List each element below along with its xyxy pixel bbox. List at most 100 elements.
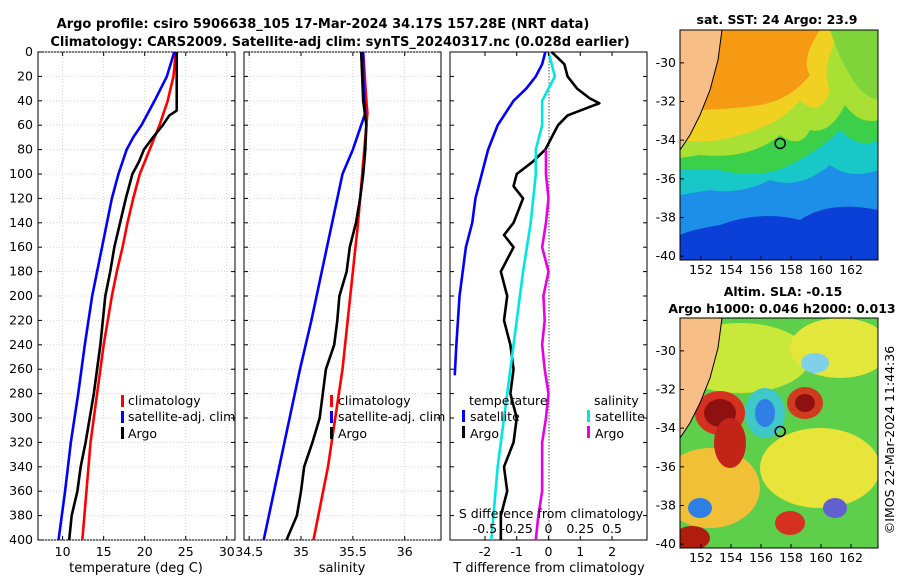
map-lat-label: -40	[656, 536, 676, 551]
depth-tick-label: 300	[9, 410, 33, 425]
x-tick-label: 34.5	[235, 544, 263, 559]
legend-label-s-satellite: satellite	[595, 409, 645, 424]
legend-swatch-climatology	[121, 395, 124, 407]
sla-map: Altim. SLA: -0.15 Argo h1000: 0.046 h200…	[656, 284, 896, 565]
x-tick-label: 10	[55, 544, 71, 559]
sla-map-title-2: Argo h1000: 0.046 h2000: 0.013	[668, 301, 895, 316]
x-tick-label: 20	[137, 544, 153, 559]
s-diff-tick-label: -0.5	[473, 521, 497, 536]
map-lat-label: -34	[656, 132, 676, 147]
depth-tick-label: 0	[25, 44, 33, 59]
x-tick-label: 2	[608, 544, 616, 559]
sst-map-title: sat. SST: 24 Argo: 23.9	[697, 12, 858, 27]
series-line-climatology	[312, 51, 369, 541]
map-lon-label: 152	[689, 550, 713, 565]
legend-label-t-satellite: satellite	[470, 409, 520, 424]
x-tick-label: -1	[510, 544, 522, 559]
map-lat-label: -40	[656, 248, 676, 263]
map-lat-label: -36	[656, 171, 676, 186]
legend-title-salinity: salinity	[594, 393, 639, 408]
credit-text: ©IMOS 22-Mar-2024 11:44:36	[882, 346, 897, 534]
legend-swatch-t-argo	[462, 426, 465, 438]
legend-label-climatology: climatology	[338, 393, 411, 408]
map-lat-label: -36	[656, 459, 676, 474]
legend-swatch-s-argo	[587, 426, 590, 438]
salinity-xlabel: salinity	[319, 561, 366, 576]
x-tick-label: 35	[293, 544, 309, 559]
argo-float-marker	[774, 425, 786, 438]
x-tick-label: 1	[576, 544, 584, 559]
depth-tick-label: 400	[9, 532, 33, 547]
salinity-legend: climatology satellite-adj. clim Argo	[330, 393, 445, 441]
legend-label-satellite: satellite-adj. clim	[338, 409, 445, 424]
map-lat-label: -32	[656, 94, 676, 109]
legend-swatch-climatology	[330, 395, 333, 407]
x-tick-label: 15	[96, 544, 112, 559]
legend-swatch-t-satellite	[462, 410, 465, 422]
sla-map-title-1: Altim. SLA: -0.15	[724, 284, 843, 299]
legend-label-s-argo: Argo	[595, 426, 624, 441]
map-lat-label: -32	[656, 382, 676, 397]
salinity-axes	[243, 51, 442, 541]
x-tick-label: 36	[397, 544, 413, 559]
depth-tick-label: 220	[9, 312, 33, 327]
sst-map-frame	[679, 29, 879, 261]
depth-tick-label: 360	[9, 483, 33, 498]
temperature-legend: climatology satellite-adj. clim Argo	[121, 393, 235, 441]
map-lat-label: -30	[656, 343, 676, 358]
header-line2: Climatology: CARS2009. Satellite-adj cli…	[50, 35, 629, 50]
map-lon-label: 158	[779, 262, 803, 277]
depth-tick-label: 200	[9, 288, 33, 303]
map-lon-label: 154	[719, 262, 743, 277]
map-lon-label: 162	[839, 262, 863, 277]
depth-tick-label: 100	[9, 166, 33, 181]
depth-tick-label: 260	[9, 361, 33, 376]
x-tick-label: 0	[545, 544, 553, 559]
depth-tick-label: 40	[17, 93, 33, 108]
difference-panel: -2 -1 0 1 2 -0.5 -0.25 0 0.25 0.5 temperature sat…	[449, 51, 648, 576]
depth-tick-label: 340	[9, 459, 33, 474]
series-line-satellite-adj-clim	[57, 51, 176, 541]
argo-float-marker	[774, 137, 786, 150]
depth-tick-label: 240	[9, 337, 33, 352]
x-tick-label: 30	[219, 544, 235, 559]
map-lat-label: -34	[656, 420, 676, 435]
s-diff-xlabel: S difference from climatology	[459, 506, 644, 521]
header-line1: Argo profile: csiro 5906638_105 17-Mar-2…	[57, 17, 590, 32]
s-diff-tick-label: 0.5	[602, 521, 622, 536]
map-lon-label: 154	[719, 550, 743, 565]
depth-axis: 0 20 40 60 80 100 120 140 160 180 200 220 240 260 280 3…	[9, 44, 33, 547]
series-line-s-satellite	[490, 51, 557, 541]
depth-tick-label: 160	[9, 239, 33, 254]
legend-label-argo: Argo	[338, 426, 367, 441]
depth-tick-label: 140	[9, 215, 33, 230]
depth-tick-label: 320	[9, 434, 33, 449]
sla-map-frame	[679, 317, 879, 549]
depth-tick-label: 60	[17, 117, 33, 132]
series-line-argo	[285, 51, 368, 541]
temperature-diff-legend: temperature satellite Argo	[462, 393, 548, 441]
s-diff-tick-label: 0	[545, 521, 553, 536]
depth-tick-label: 80	[17, 142, 33, 157]
series-line-argo	[67, 52, 179, 541]
salinity-diff-legend: salinity satellite Argo	[587, 393, 645, 441]
temperature-xlabel: temperature (deg C)	[69, 561, 203, 576]
salinity-panel: 34.5 35 35.5 36 salinity climatology satell…	[235, 51, 445, 576]
sst-map-image	[680, 30, 878, 260]
t-diff-xlabel: T difference from climatology	[452, 561, 645, 576]
sla-map-image	[680, 318, 878, 548]
map-lat-label: -30	[656, 55, 676, 70]
legend-swatch-argo	[330, 427, 333, 439]
depth-tick-label: 120	[9, 190, 33, 205]
legend-swatch-satellite	[121, 411, 124, 423]
map-lon-label: 162	[839, 550, 863, 565]
map-lon-label: 152	[689, 262, 713, 277]
temperature-panel: 10 15 20 25 30 temperature (deg C) climatolo…	[37, 51, 236, 576]
legend-label-climatology: climatology	[128, 393, 201, 408]
x-tick-label: 35.5	[339, 544, 367, 559]
series-line-s-argo	[534, 149, 550, 541]
series-line-climatology	[81, 51, 178, 541]
depth-tick-label: 280	[9, 386, 33, 401]
s-diff-tick-label: 0.25	[566, 521, 594, 536]
